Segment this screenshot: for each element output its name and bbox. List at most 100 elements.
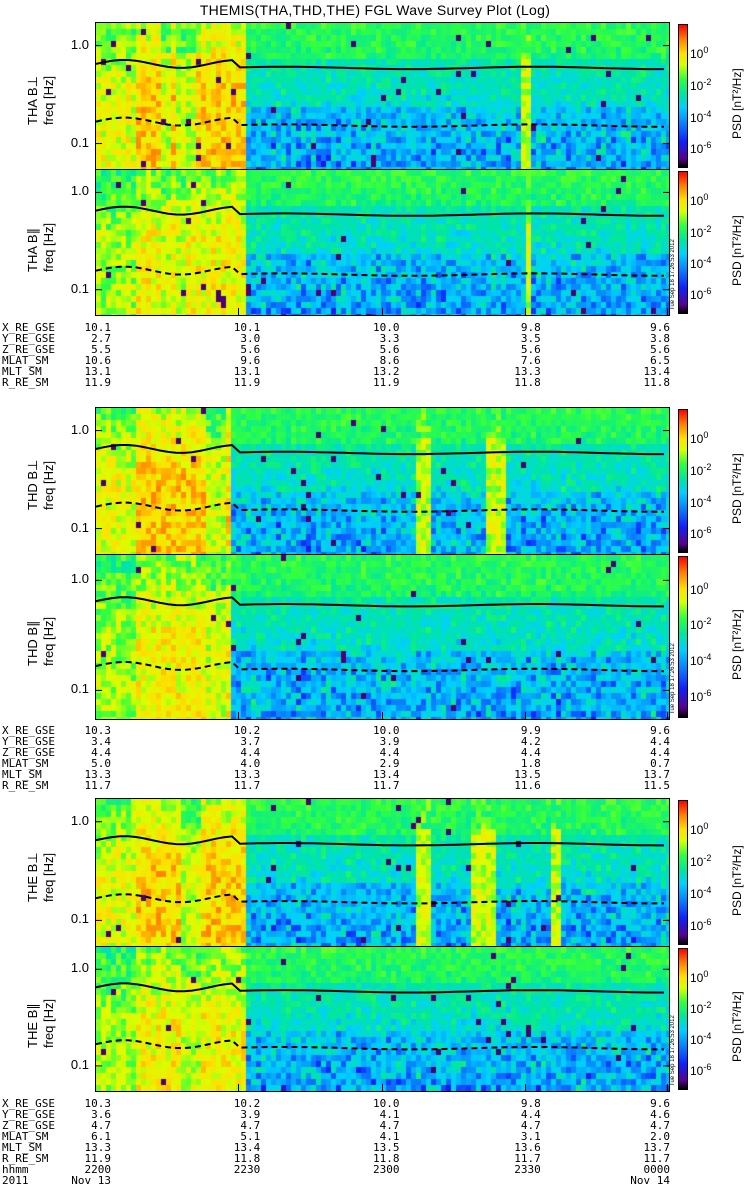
ephemeris-value: 13.4 [643, 365, 671, 378]
ephemeris-value: 13.3 [84, 1141, 112, 1154]
colorbar-tick-exp: 0 [703, 968, 709, 979]
ephemeris-row: R_RE_SM 11.9 11.8 11.8 11.7 11.7 [0, 1153, 700, 1164]
x-tick-mark [381, 308, 383, 315]
ephemeris-value: 11.8 [643, 376, 671, 389]
colorbar-tick-label: 100 [690, 45, 708, 61]
colorbar-tick-base: 10 [690, 110, 704, 125]
ephemeris-label: MLT_SM [2, 365, 42, 378]
ephemeris-value: 10.1 [233, 321, 261, 334]
gyrofrequency-dashed-line [96, 893, 664, 905]
ephemeris-value: 11.7 [643, 1152, 671, 1165]
ephemeris-value: 13.2 [373, 365, 400, 378]
ephemeris-value: 11.8 [514, 376, 541, 389]
colorbar-tick-exp: 0 [703, 192, 709, 203]
ephemeris-value: 2230 [233, 1163, 261, 1176]
ephemeris-value: 13.4 [233, 1141, 261, 1154]
ephemeris-value: 10.3 [84, 724, 112, 737]
colorbar-tick-label: 10-4 [690, 109, 711, 125]
ephemeris-label: R_RE_SM [2, 1152, 49, 1165]
ephemeris-value: 6.5 [650, 354, 670, 367]
colorbar-tick-base: 10 [690, 919, 704, 934]
ephemeris-row: Y_RE_GSE 3.6 3.9 4.1 4.4 4.6 [0, 1109, 700, 1120]
ephemeris-value: 4.7 [520, 1119, 541, 1132]
ephemeris-label: X_RE_GSE [2, 724, 55, 737]
ephemeris-label: Y_RE_GSE [2, 332, 55, 345]
colorbar-label: PSD [nT²/Hz] [730, 991, 744, 1062]
ephemeris-value: 4.4 [650, 746, 670, 759]
ephemeris-value: 4.7 [91, 1119, 111, 1132]
ephemeris-row: MLAT_SM 5.0 4.0 2.9 1.8 0.7 [0, 758, 700, 769]
ephemeris-value: 11.8 [373, 1152, 400, 1165]
ephemeris-value: 9.8 [520, 1097, 541, 1110]
spectrogram-image [96, 408, 669, 554]
colorbar-tick-exp: -2 [703, 1000, 712, 1011]
spectrogram-image [96, 799, 669, 946]
colorbar-tick-exp: 0 [703, 821, 709, 832]
ephemeris-value: 11.7 [373, 779, 400, 792]
gyrofrequency-line [96, 444, 664, 456]
ephemeris-value: 9.6 [650, 321, 670, 334]
x-tick-mark [524, 308, 526, 315]
colorbar-tick-label: 10-6 [690, 1062, 711, 1078]
colorbar [678, 171, 688, 314]
colorbar [678, 409, 688, 553]
gyrofrequency-line [96, 596, 664, 608]
colorbar-tick-base: 10 [690, 887, 704, 902]
colorbar-tick-base: 10 [690, 690, 704, 705]
ephemeris-value: 10.0 [373, 724, 400, 737]
gyrofrequency-dashed-line [96, 1039, 664, 1051]
ephemeris-row: R_RE_SM 11.9 11.9 11.9 11.8 11.8 [0, 377, 700, 388]
colorbar [678, 948, 688, 1090]
panel-label: THD B⊥ [25, 459, 40, 510]
ephemeris-label: MLAT_SM [2, 354, 49, 367]
ephemeris-value: 10.0 [373, 1097, 400, 1110]
colorbar-tick-label: 10-2 [690, 1000, 711, 1016]
ephemeris-row: MLT_SM 13.3 13.3 13.4 13.5 13.7 [0, 769, 700, 780]
gyrofrequency-line [96, 59, 664, 71]
ephemeris-value: 10.0 [373, 321, 400, 334]
colorbar-tick-base: 10 [690, 970, 704, 985]
colorbar-label: PSD [nT²/Hz] [730, 609, 744, 680]
colorbar-tick-label: 10-6 [690, 688, 711, 704]
ephemeris-value: 5.0 [91, 757, 111, 770]
x-tick-mark [524, 712, 526, 719]
spectrogram-panel-the-bpar [95, 946, 670, 1092]
colorbar-tick-exp: -2 [703, 616, 712, 627]
x-tick-mark [667, 1084, 668, 1091]
x-tick-mark [667, 308, 668, 315]
colorbar-tick-base: 10 [690, 142, 704, 157]
ephemeris-row: X_RE_GSE 10.3 10.2 10.0 9.8 9.6 [0, 1098, 700, 1109]
ephemeris-label: MLAT_SM [2, 757, 49, 770]
colorbar-tick-base: 10 [690, 194, 704, 209]
colorbar-tick-base: 10 [690, 288, 704, 303]
colorbar-tick-label: 10-4 [690, 255, 711, 271]
ephemeris-row: Z_RE_GSE 5.5 5.6 5.6 5.6 5.6 [0, 344, 700, 355]
colorbar-tick-base: 10 [690, 582, 704, 597]
ephemeris-value: 11.7 [514, 1152, 541, 1165]
ephemeris-label: hhmm [2, 1163, 29, 1176]
ephemeris-value: 9.6 [650, 724, 670, 737]
x-tick-mark [238, 712, 240, 719]
colorbar-tick-label: 10-2 [690, 853, 711, 869]
ephemeris-value: 13.1 [233, 365, 261, 378]
ephemeris-value: 3.9 [379, 735, 400, 748]
panel-label: THE B∥ [25, 1003, 40, 1048]
x-tick-mark [524, 1084, 526, 1091]
ephemeris-value: 4.2 [520, 735, 541, 748]
ephemeris-value: 3.4 [91, 735, 111, 748]
frequency-lines [96, 579, 669, 691]
colorbar-tick-base: 10 [690, 1033, 704, 1048]
colorbar-tick-exp: 0 [703, 580, 709, 591]
ephemeris-value: 10.1 [84, 321, 112, 334]
colorbar [678, 556, 688, 718]
year-label: 2011 [2, 1174, 29, 1187]
colorbar-tick-label: 10-4 [690, 652, 711, 668]
colorbar [678, 800, 688, 945]
ephemeris-label: MLT_SM [2, 1141, 42, 1154]
colorbar-tick-label: 100 [690, 969, 708, 985]
colorbar-tick-label: 10-2 [690, 224, 711, 240]
y-tick-label: 0.1 [70, 134, 89, 150]
ephemeris-value: 5.6 [240, 343, 261, 356]
colorbar-tick-exp: -2 [703, 461, 712, 472]
colorbar-tick-exp: -6 [703, 525, 712, 536]
